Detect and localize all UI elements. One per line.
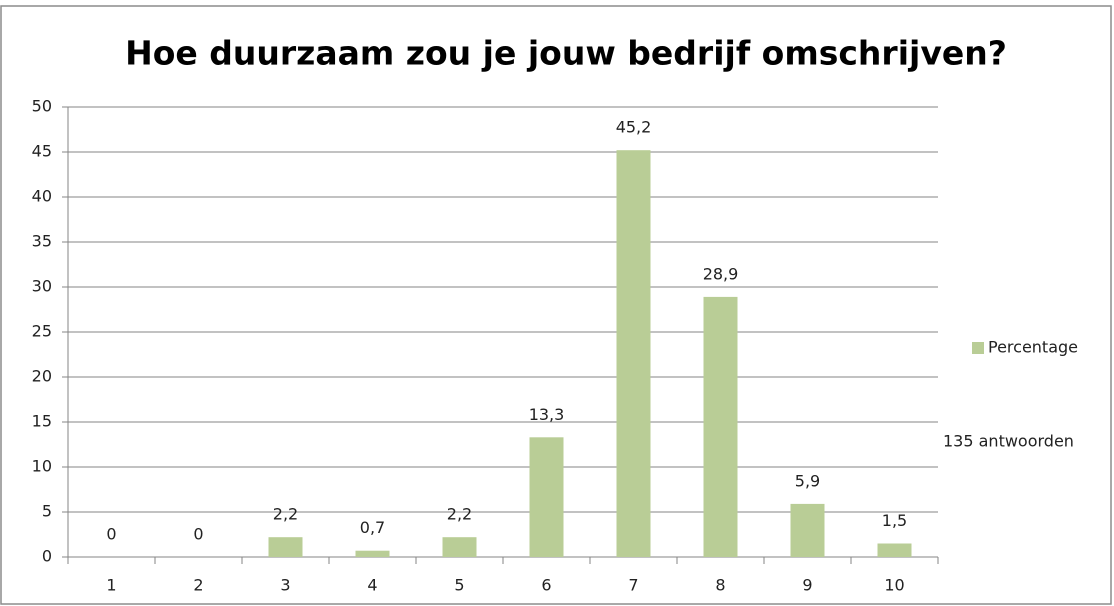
bar — [877, 543, 912, 557]
value-label: 28,9 — [703, 264, 739, 283]
value-label: 1,5 — [882, 511, 907, 530]
x-tick-label: 6 — [541, 576, 551, 595]
bar — [703, 296, 738, 557]
annotation: 135 antwoorden — [943, 432, 1074, 451]
value-label: 45,2 — [616, 118, 652, 137]
x-tick-label: 10 — [884, 576, 904, 595]
x-tick-label: 4 — [367, 576, 377, 595]
value-label: 2,2 — [273, 505, 298, 524]
bar — [790, 503, 825, 557]
y-tick-label: 35 — [32, 232, 52, 251]
y-tick-label: 0 — [42, 547, 52, 566]
y-tick-label: 40 — [32, 187, 52, 206]
x-tick-label: 9 — [802, 576, 812, 595]
bar — [355, 550, 390, 557]
y-tick-label: 15 — [32, 412, 52, 431]
value-label: 5,9 — [795, 471, 820, 490]
x-tick-label: 8 — [715, 576, 725, 595]
x-tick-label: 2 — [193, 576, 203, 595]
y-tick-label: 50 — [32, 97, 52, 116]
value-label: 0,7 — [360, 518, 385, 537]
value-label: 0 — [193, 525, 203, 544]
chart-title: Hoe duurzaam zou je jouw bedrijf omschri… — [125, 34, 1007, 73]
value-label: 13,3 — [529, 405, 565, 424]
x-tick-label: 1 — [106, 576, 116, 595]
x-tick-label: 7 — [628, 576, 638, 595]
x-tick-label: 5 — [454, 576, 464, 595]
legend-swatch — [972, 342, 984, 354]
bar — [442, 537, 477, 557]
y-tick-label: 45 — [32, 142, 52, 161]
y-tick-label: 10 — [32, 457, 52, 476]
bar — [529, 437, 564, 557]
y-tick-label: 25 — [32, 322, 52, 341]
bar — [616, 150, 651, 557]
legend-label: Percentage — [988, 338, 1078, 357]
y-tick-label: 5 — [42, 502, 52, 521]
y-tick-label: 30 — [32, 277, 52, 296]
y-tick-label: 20 — [32, 367, 52, 386]
value-label: 2,2 — [447, 505, 472, 524]
bar — [268, 537, 303, 557]
x-tick-label: 3 — [280, 576, 290, 595]
value-label: 0 — [106, 525, 116, 544]
